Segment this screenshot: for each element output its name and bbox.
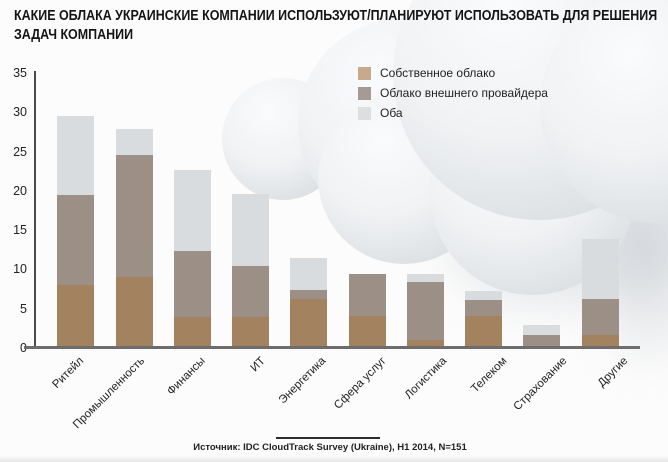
y-tick-15: 15 — [13, 223, 27, 238]
bar-segment — [115, 128, 153, 155]
bars-layer — [36, 73, 640, 348]
y-tick-20: 20 — [13, 183, 27, 198]
legend-swatch-own-cloud — [358, 66, 371, 80]
bar-Страхование — [523, 73, 561, 348]
bar-segment — [406, 274, 444, 283]
bar-segment — [581, 238, 619, 300]
bar-segment — [232, 265, 270, 317]
bar-segment — [290, 299, 328, 348]
bar-Финансы — [173, 73, 211, 348]
bar-Сфера услуг — [348, 73, 386, 348]
y-tick-5: 5 — [20, 301, 27, 316]
bar-Логистика — [406, 73, 444, 348]
bar-segment — [348, 315, 386, 348]
bar-Ритейл — [57, 73, 95, 348]
y-tick-10: 10 — [13, 262, 27, 277]
bar-segment — [115, 277, 153, 348]
legend-swatch-both — [358, 106, 371, 120]
bar-segment — [406, 340, 444, 348]
bar-segment — [465, 290, 503, 301]
bar-segment — [173, 169, 211, 252]
y-tick-25: 25 — [13, 144, 27, 159]
bar-segment — [173, 316, 211, 348]
bar-segment — [523, 325, 561, 336]
legend-item-external-provider-cloud: Облако внешнего провайдера — [358, 83, 548, 103]
legend-label-own-cloud: Собственное облако — [380, 66, 496, 80]
y-tick-35: 35 — [13, 66, 27, 80]
bar-segment — [232, 194, 270, 266]
bar-segment — [173, 251, 211, 317]
bar-segment — [57, 116, 95, 195]
bar-segment — [523, 335, 561, 348]
chart-title-line2: ЗАДАЧ КОМПАНИИ — [14, 26, 134, 43]
bar-Энергетика — [290, 73, 328, 348]
bar-Промышленность — [115, 73, 153, 348]
chart-title: КАКИЕ ОБЛАКА УКРАИНСКИЕ КОМПАНИИ ИСПОЛЬЗ… — [14, 7, 657, 44]
bar-ИТ — [232, 73, 270, 348]
x-axis-line — [24, 346, 640, 349]
y-axis-line — [34, 71, 36, 349]
bar-segment — [581, 334, 619, 348]
bar-segment — [290, 258, 328, 290]
bar-segment — [581, 299, 619, 335]
legend-label-both: Оба — [380, 106, 403, 120]
legend-swatch-external-provider-cloud — [358, 86, 371, 100]
page-bottom-strip — [0, 455, 668, 462]
bar-segment — [465, 315, 503, 348]
bar-segment — [57, 285, 95, 348]
source-divider — [276, 437, 380, 439]
source-text: Источник: IDC CloudTrack Survey (Ukraine… — [193, 442, 467, 453]
bar-segment — [232, 316, 270, 348]
bar-segment — [348, 274, 386, 316]
bar-segment — [290, 289, 328, 300]
chart-title-line1: КАКИЕ ОБЛАКА УКРАИНСКИЕ КОМПАНИИ ИСПОЛЬЗ… — [14, 8, 658, 24]
legend-item-both: Оба — [358, 103, 548, 123]
bar-segment — [115, 154, 153, 278]
bar-Телеком — [465, 73, 503, 348]
y-tick-0: 0 — [0, 341, 27, 355]
legend-label-external-provider-cloud: Облако внешнего провайдера — [380, 86, 548, 100]
bar-segment — [465, 300, 503, 316]
bar-Другие — [581, 73, 619, 348]
y-tick-30: 30 — [13, 105, 27, 120]
bar-segment — [57, 194, 95, 286]
legend: Собственное облако Облако внешнего прова… — [358, 63, 548, 123]
bar-segment — [406, 282, 444, 341]
legend-item-own-cloud: Собственное облако — [358, 63, 548, 83]
